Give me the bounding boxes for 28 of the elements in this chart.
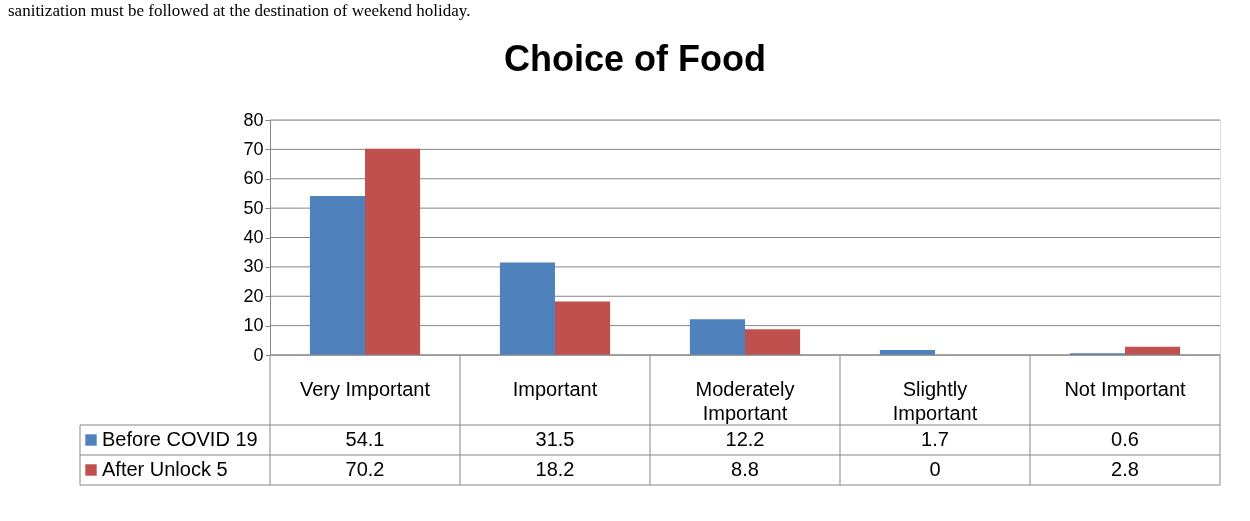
y-tick-label: 50 [243, 197, 264, 218]
data-label: 31.5 [535, 428, 575, 450]
x-tick-label: Moderately Important [695, 378, 795, 424]
data-label: 2.8 [1111, 458, 1139, 480]
y-tick-label: 40 [243, 227, 264, 247]
x-tick-label: Very Important [299, 378, 431, 400]
data-label: 0.6 [1111, 428, 1139, 450]
legend-label: After Unlock 5 [102, 458, 228, 480]
chart-title: Choice of Food [504, 38, 766, 79]
x-tick-label: Important [512, 378, 598, 400]
data-label: 0 [929, 458, 941, 480]
y-tick-label: 60 [243, 168, 264, 189]
data-label: 1.7 [921, 428, 949, 450]
data-label: 70.2 [345, 458, 385, 480]
x-tick-label: Not Important [1064, 378, 1187, 400]
y-tick-label: 30 [243, 256, 264, 277]
x-tick-label: Slightly Important [892, 378, 978, 424]
y-tick-label: 20 [243, 285, 264, 306]
y-tick-label: 80 [243, 109, 264, 130]
data-label: 54.1 [345, 428, 385, 450]
y-tick-label: 10 [243, 315, 264, 336]
data-label: 8.8 [731, 458, 759, 480]
data-label: 18.2 [535, 458, 575, 480]
y-tick-label: 70 [243, 138, 264, 159]
data-label: 12.2 [725, 428, 765, 450]
text: sanitization must be followed at the destination of weekend holiday. [8, 1, 471, 20]
y-tick-label: 0 [253, 344, 264, 365]
legend-label: Before COVID 19 [102, 428, 258, 450]
